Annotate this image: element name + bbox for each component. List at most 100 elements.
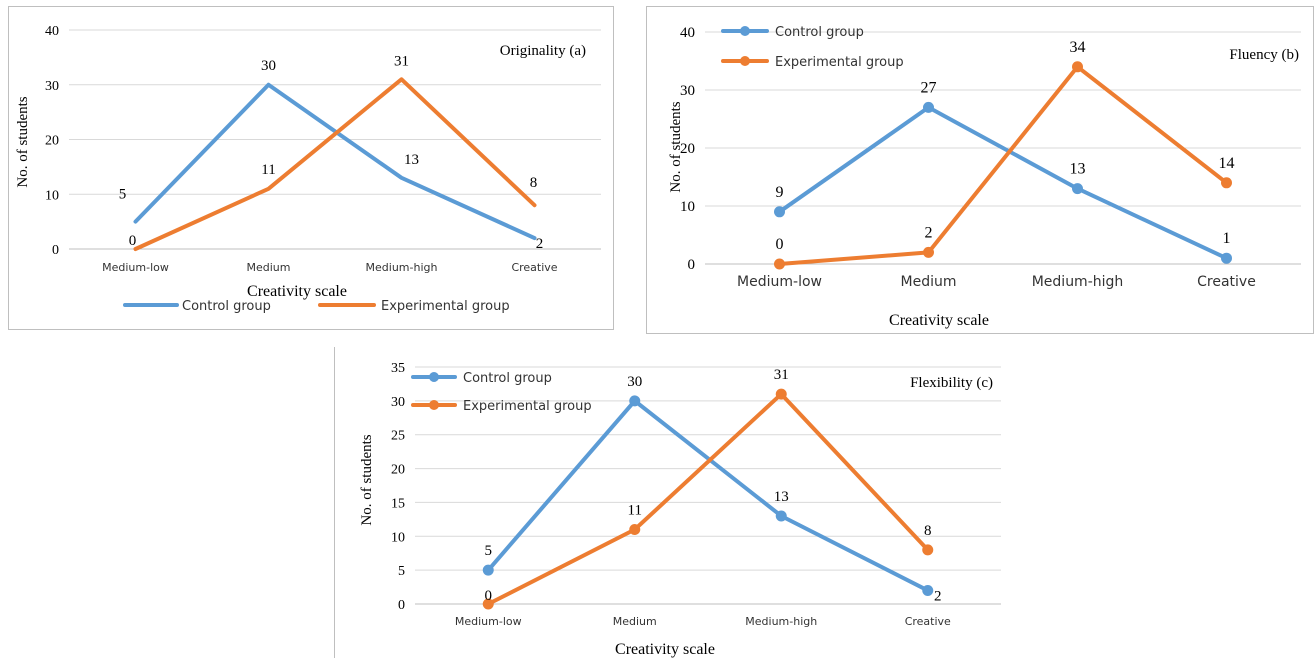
x-tick-label: Medium <box>613 615 657 628</box>
data-label: 9 <box>776 184 784 201</box>
chart-panel-flexibility: 0 5 10 15 20 25 30 35 Medium-low Medium Medium-hig… <box>334 347 1015 658</box>
x-tick-label: Medium-low <box>737 274 822 290</box>
y-axis-label: No. of students <box>668 101 684 192</box>
data-label: 31 <box>394 53 409 69</box>
legend-label: Control group <box>182 299 271 314</box>
data-point <box>482 598 494 610</box>
y-tick-label: 15 <box>391 496 405 511</box>
x-tick-label: Medium-high <box>1032 274 1124 290</box>
x-axis-label: Creativity scale <box>615 641 715 658</box>
data-label: 13 <box>774 489 789 505</box>
data-point <box>775 388 787 400</box>
data-label: 34 <box>1070 39 1086 56</box>
series-line-experimental <box>133 77 537 251</box>
x-axis-label: Creativity scale <box>889 312 989 329</box>
data-point <box>629 524 641 536</box>
data-point <box>922 544 934 556</box>
data-point <box>774 258 785 270</box>
y-tick-label: 0 <box>688 257 696 273</box>
y-tick-label: 20 <box>45 134 59 149</box>
data-label: 2 <box>934 588 942 604</box>
legend-marker <box>740 56 750 66</box>
x-tick-label: Medium-high <box>366 261 438 274</box>
legend-marker <box>429 400 439 410</box>
x-tick-label: Creative <box>511 261 557 274</box>
data-point <box>775 510 787 522</box>
data-label: 2 <box>925 224 933 241</box>
y-tick-label: 30 <box>45 79 59 94</box>
data-label: 1 <box>1223 230 1231 247</box>
data-point <box>922 584 934 596</box>
y-tick-label: 30 <box>680 83 695 99</box>
data-label: 2 <box>536 236 544 252</box>
series-line-control <box>486 398 930 593</box>
data-point <box>1072 183 1083 195</box>
legend-label: Control group <box>775 25 864 40</box>
data-label: 5 <box>485 543 493 559</box>
legend-label: Experimental group <box>463 399 592 414</box>
data-label: 31 <box>774 367 789 383</box>
data-point <box>923 246 934 258</box>
y-tick-label: 20 <box>391 463 405 478</box>
data-label: 13 <box>404 152 419 168</box>
x-tick-label: Creative <box>905 615 951 628</box>
y-tick-label: 10 <box>45 188 59 203</box>
data-label: 27 <box>921 79 937 96</box>
x-tick-label: Medium <box>901 274 957 290</box>
x-axis-label: Creativity scale <box>247 283 347 300</box>
data-label: 0 <box>776 236 784 253</box>
y-axis-label: No. of students <box>15 96 31 187</box>
series-line-experimental <box>777 64 1229 266</box>
y-tick-label: 30 <box>391 395 405 410</box>
y-tick-label: 0 <box>398 598 405 613</box>
data-point <box>923 101 934 113</box>
chart-panel-originality: 0 10 20 30 40 Medium-low Medium Medium-high Crea… <box>8 6 614 330</box>
data-point <box>1221 177 1232 189</box>
data-label: 8 <box>530 175 538 191</box>
data-point <box>1221 252 1232 264</box>
data-label: 0 <box>485 588 493 604</box>
data-point <box>629 395 641 407</box>
legend-label: Experimental group <box>775 55 904 70</box>
y-tick-label: 20 <box>680 141 695 157</box>
data-point <box>774 206 785 218</box>
legend-label: Experimental group <box>381 299 510 314</box>
x-tick-label: Medium-low <box>102 261 169 274</box>
series-line-control <box>133 82 537 241</box>
chart-title: Fluency (b) <box>1229 47 1299 63</box>
y-tick-label: 10 <box>680 199 695 215</box>
series-line-control <box>777 105 1229 261</box>
y-tick-label: 10 <box>391 530 405 545</box>
data-label: 0 <box>129 233 137 249</box>
x-tick-label: Medium <box>247 261 291 274</box>
legend-marker <box>740 26 750 36</box>
data-label: 11 <box>628 503 642 519</box>
x-tick-label: Creative <box>1197 274 1256 290</box>
data-label: 30 <box>261 58 276 74</box>
y-tick-label: 0 <box>52 243 59 258</box>
y-tick-label: 40 <box>45 24 59 39</box>
y-tick-label: 5 <box>398 564 405 579</box>
chart-panel-fluency: 0 10 20 30 40 Medium-low Medium Medium-high Crea… <box>646 6 1314 334</box>
chart-title: Originality (a) <box>500 43 586 59</box>
y-tick-label: 25 <box>391 429 405 444</box>
legend-marker <box>429 372 439 382</box>
y-tick-label: 35 <box>391 361 405 376</box>
chart-title: Flexibility (c) <box>910 375 993 391</box>
x-tick-label: Medium-low <box>455 615 522 628</box>
y-tick-label: 40 <box>680 25 695 41</box>
data-point <box>1072 61 1083 73</box>
data-label: 30 <box>627 374 642 390</box>
data-label: 5 <box>119 187 127 203</box>
x-tick-label: Medium-high <box>745 615 817 628</box>
data-label: 13 <box>1070 161 1086 178</box>
data-point <box>482 564 494 576</box>
data-label: 14 <box>1219 155 1235 172</box>
legend-label: Control group <box>463 371 552 386</box>
data-label: 11 <box>261 162 275 178</box>
data-label: 8 <box>924 523 932 539</box>
series-line-experimental <box>486 392 930 606</box>
